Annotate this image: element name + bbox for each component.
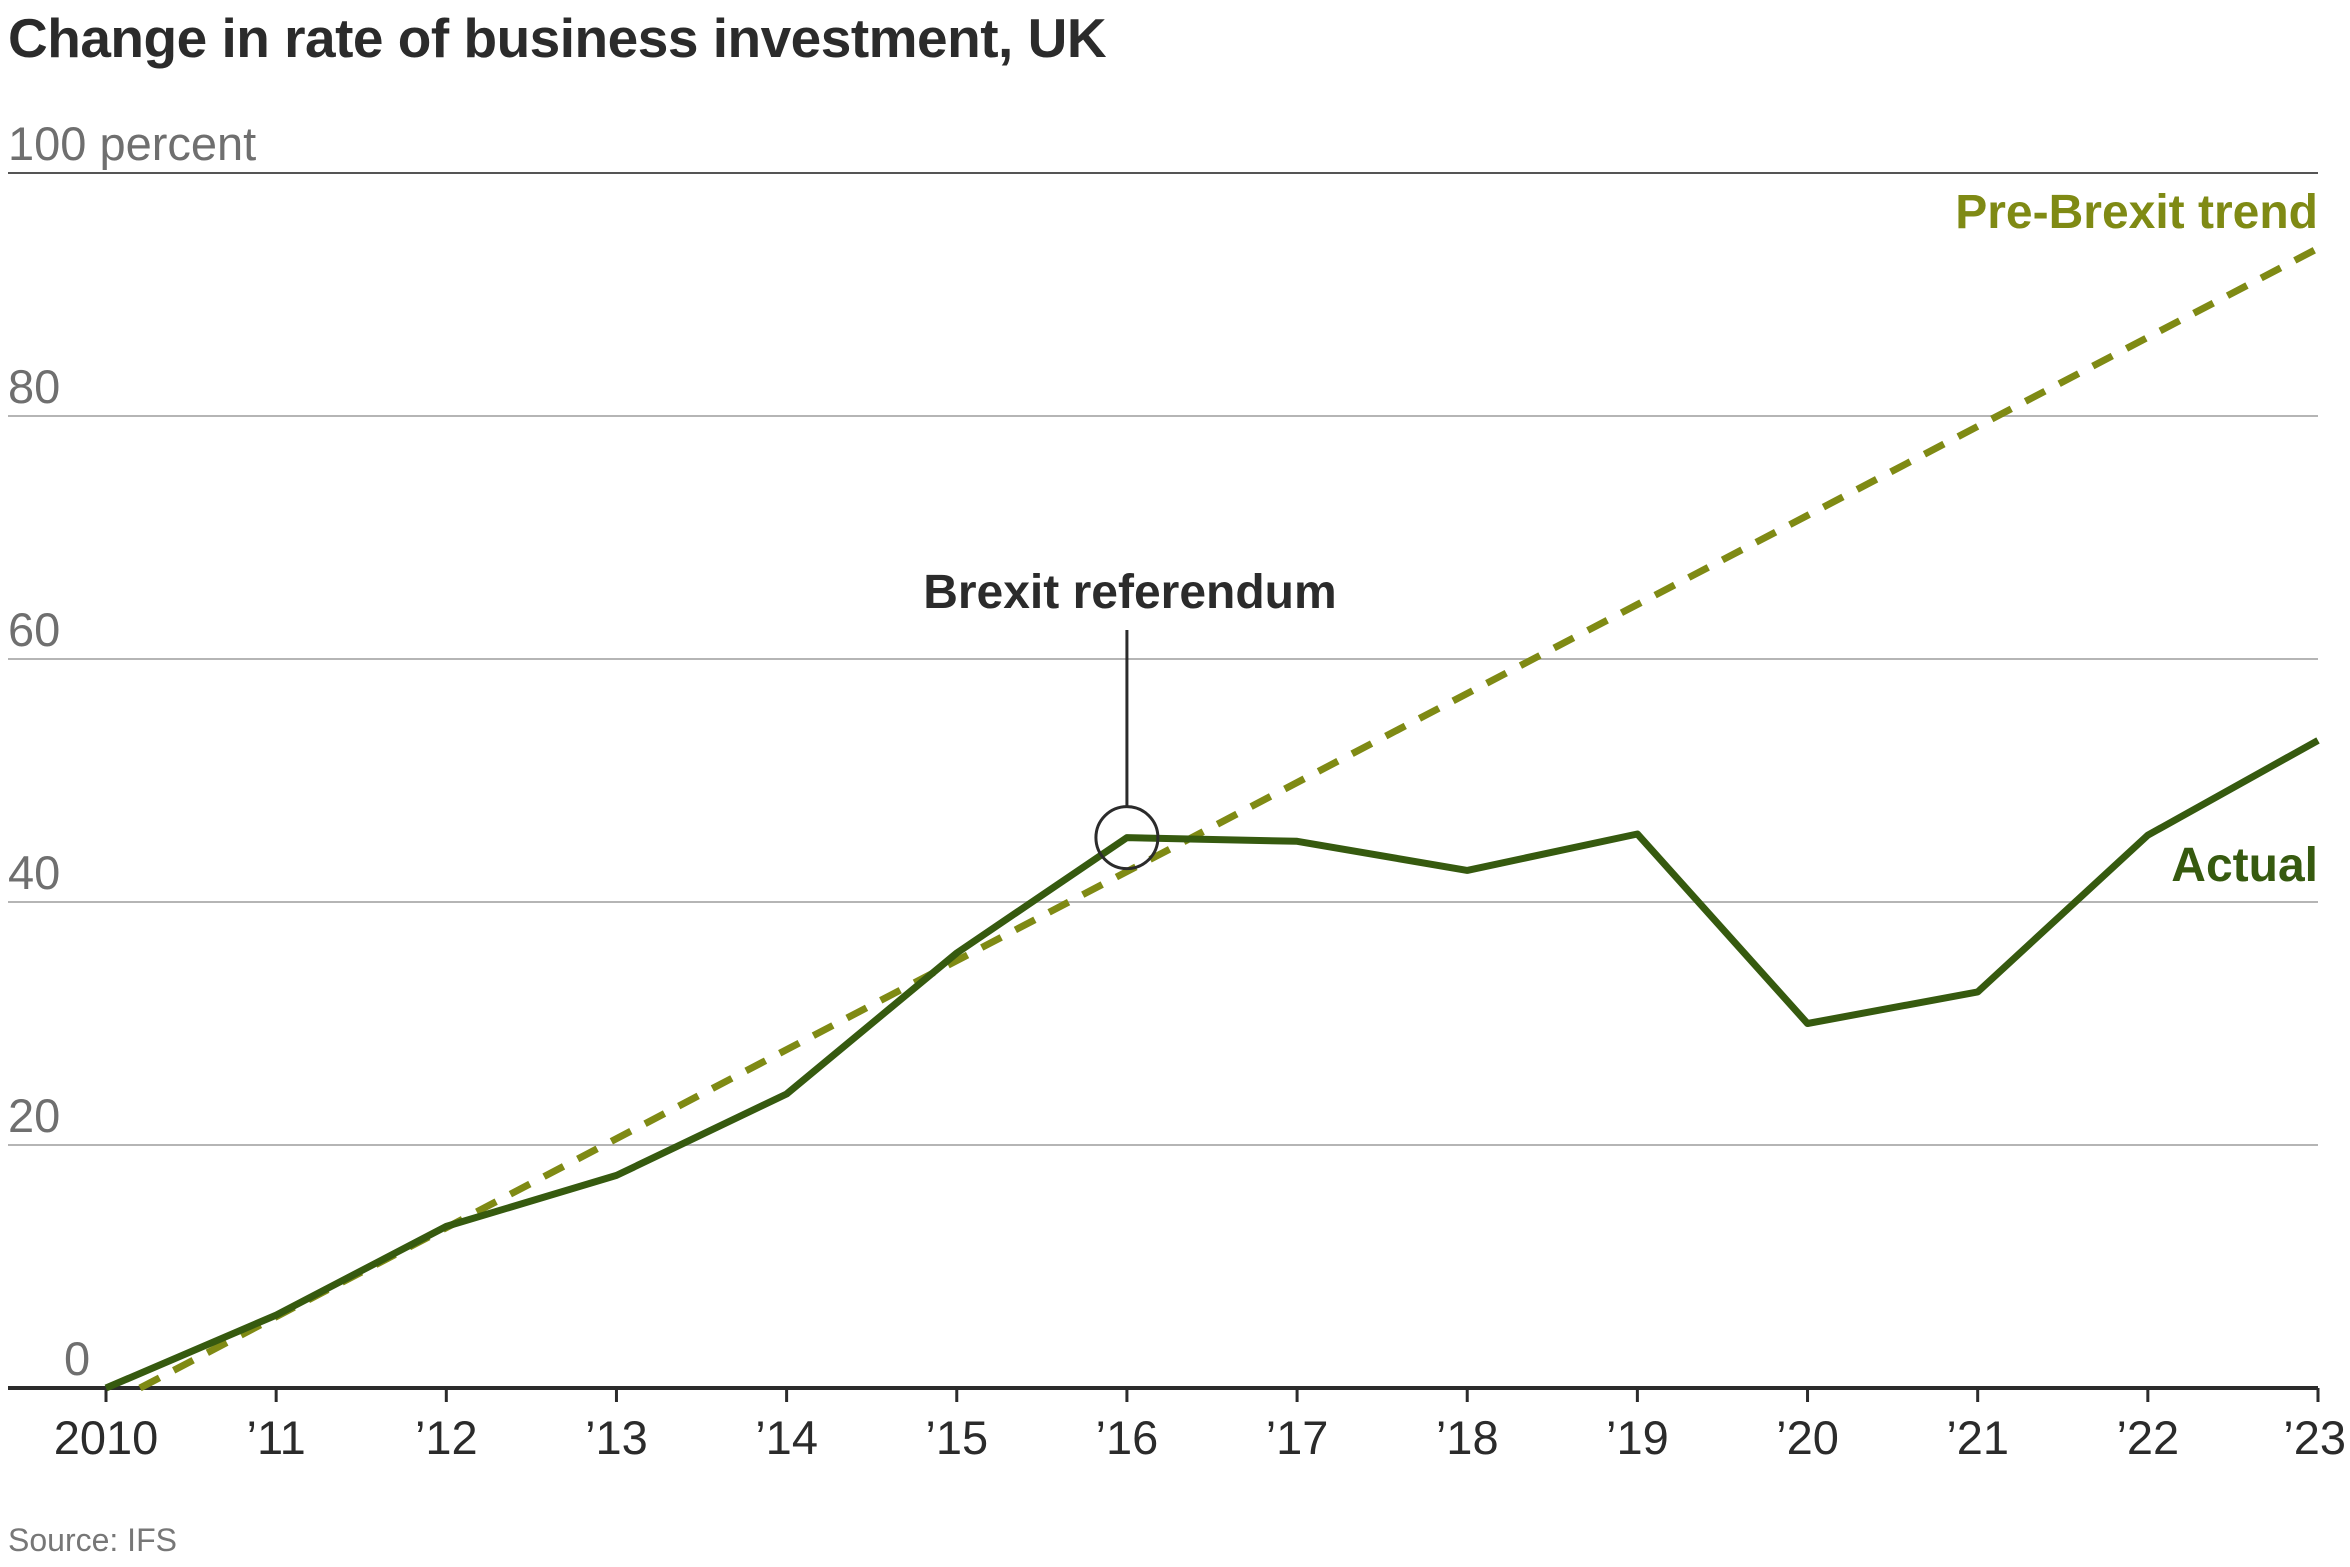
annotation-label: Brexit referendum: [923, 566, 1336, 619]
y-tick-label-60: 60: [8, 603, 60, 656]
x-tick-label-2010: 2010: [54, 1411, 159, 1464]
series-label-actual: Actual: [2171, 839, 2318, 892]
y-tick-label-0: 0: [64, 1332, 90, 1385]
source-note: Source: IFS: [8, 1522, 177, 1558]
x-tick-label-2023: ’23: [2283, 1411, 2346, 1464]
series-line-pre-brexit-trend: [138, 245, 2320, 1392]
series-label-pre-brexit-trend: Pre-Brexit trend: [1955, 186, 2318, 239]
series-line-actual: [104, 737, 2320, 1392]
x-tick-label-2013: ’13: [585, 1411, 648, 1464]
annotation-marker: [1094, 805, 1160, 871]
series-labels: Pre-Brexit trend Actual: [1955, 186, 2318, 892]
x-tick-label-2020: ’20: [1776, 1411, 1839, 1464]
x-tick-label-2018: ’18: [1436, 1411, 1499, 1464]
y-tick-label-80: 80: [8, 360, 60, 413]
y-tick-label-40: 40: [8, 846, 60, 899]
x-tick-label-2019: ’19: [1606, 1411, 1669, 1464]
gridlines: [8, 172, 2318, 1146]
x-tick-label-2017: ’17: [1266, 1411, 1329, 1464]
x-tick-label-2014: ’14: [755, 1411, 818, 1464]
x-tick-label-2021: ’21: [1946, 1411, 2009, 1464]
y-tick-label-20: 20: [8, 1089, 60, 1142]
y-axis-tick-labels: 0 20 40 60 80 100 percent: [8, 117, 256, 1385]
series-lines: [104, 245, 2320, 1392]
x-tick-label-2016: ’16: [1096, 1411, 1159, 1464]
x-axis: 2010 ’11 ’12 ’13 ’14 ’15 ’16 ’17 ’18 ’19 ’20 ’21 ’22…: [8, 1386, 2346, 1464]
chart-title: Change in rate of business investment, U…: [8, 7, 1107, 69]
annotation-group: Brexit referendum: [923, 566, 1337, 871]
y-tick-label-100: 100 percent: [8, 117, 256, 170]
x-tick-label-2015: ’15: [925, 1411, 988, 1464]
x-tick-label-2012: ’12: [415, 1411, 478, 1464]
x-tick-label-2022: ’22: [2116, 1411, 2179, 1464]
x-tick-label-2011: ’11: [247, 1411, 306, 1464]
